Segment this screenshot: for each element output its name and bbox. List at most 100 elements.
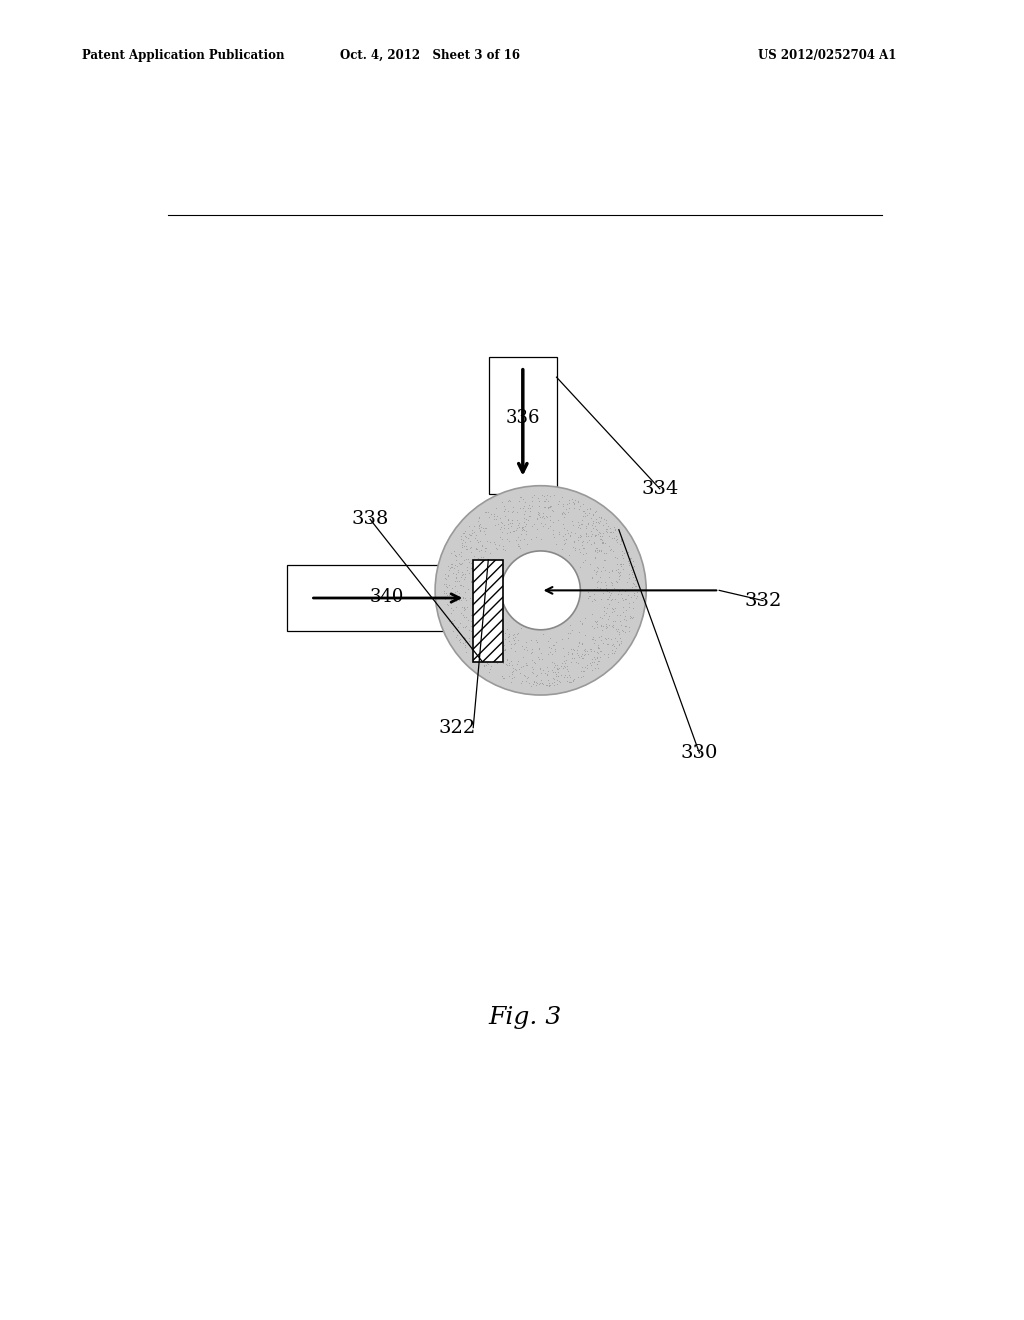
Point: [580, 512, 596, 533]
Point: [446, 582, 463, 603]
Point: [479, 653, 496, 675]
Point: [517, 652, 534, 673]
Point: [577, 639, 593, 660]
Point: [447, 597, 464, 618]
Point: [472, 513, 488, 535]
Point: [537, 513, 553, 535]
Point: [497, 506, 513, 527]
Point: [542, 636, 558, 657]
Point: [545, 661, 561, 682]
Point: [580, 513, 596, 535]
Point: [515, 647, 531, 668]
Point: [524, 673, 541, 694]
Point: [457, 634, 473, 655]
Point: [474, 634, 490, 655]
Point: [530, 503, 547, 524]
Point: [587, 590, 603, 611]
Point: [494, 644, 510, 665]
Point: [464, 519, 480, 540]
Point: [579, 499, 595, 520]
Point: [622, 606, 638, 627]
Point: [596, 643, 612, 664]
Point: [598, 517, 614, 539]
Point: [509, 651, 525, 672]
Point: [516, 495, 532, 516]
Point: [541, 498, 557, 519]
Point: [625, 591, 641, 612]
Point: [617, 581, 634, 602]
Point: [458, 642, 474, 663]
Point: [508, 529, 524, 550]
Point: [470, 532, 486, 553]
Point: [544, 643, 560, 664]
Point: [459, 558, 475, 579]
Point: [550, 492, 566, 513]
Point: [555, 638, 571, 659]
Point: [601, 566, 617, 587]
Point: [457, 597, 473, 618]
Point: [530, 502, 547, 523]
Point: [601, 535, 617, 556]
Point: [439, 577, 456, 598]
Point: [574, 531, 591, 552]
Point: [471, 508, 487, 529]
Point: [449, 624, 465, 645]
Point: [449, 618, 465, 639]
Point: [572, 660, 589, 681]
Point: [511, 491, 527, 512]
Point: [496, 634, 512, 655]
Point: [617, 599, 634, 620]
Point: [542, 506, 558, 527]
Point: [458, 590, 474, 611]
Point: [593, 614, 609, 635]
Point: [466, 609, 482, 630]
Point: [497, 539, 513, 560]
Point: [575, 661, 592, 682]
Point: [500, 523, 516, 544]
Point: [541, 673, 557, 694]
Point: [524, 656, 541, 677]
Point: [596, 549, 612, 570]
Point: [595, 632, 611, 653]
Text: 340: 340: [370, 589, 404, 606]
Point: [439, 577, 456, 598]
Point: [581, 503, 597, 524]
Point: [477, 517, 494, 539]
Point: [451, 590, 467, 611]
Point: [564, 619, 581, 640]
Point: [550, 671, 566, 692]
Point: [456, 549, 472, 570]
Point: [523, 491, 540, 512]
Point: [514, 520, 530, 541]
Point: [546, 484, 562, 506]
Point: [467, 556, 483, 577]
Point: [569, 635, 586, 656]
Point: [591, 507, 607, 528]
Point: [463, 572, 479, 593]
Point: [441, 574, 458, 595]
Point: [611, 533, 628, 554]
Point: [552, 671, 568, 692]
Point: [569, 491, 586, 512]
Point: [501, 652, 517, 673]
Point: [559, 671, 575, 692]
Point: [495, 651, 511, 672]
Point: [598, 615, 614, 636]
Point: [572, 667, 589, 688]
Point: [487, 515, 504, 536]
Point: [470, 649, 486, 671]
Point: [572, 517, 589, 539]
Point: [570, 527, 587, 548]
Point: [476, 521, 493, 543]
Point: [542, 675, 558, 696]
Point: [524, 649, 541, 671]
Point: [461, 627, 477, 648]
Point: [589, 647, 605, 668]
Point: [625, 573, 641, 594]
Point: [566, 494, 583, 515]
Point: [454, 535, 470, 556]
Point: [597, 627, 613, 648]
Point: [500, 508, 516, 529]
Point: [462, 537, 478, 558]
Point: [540, 631, 556, 652]
